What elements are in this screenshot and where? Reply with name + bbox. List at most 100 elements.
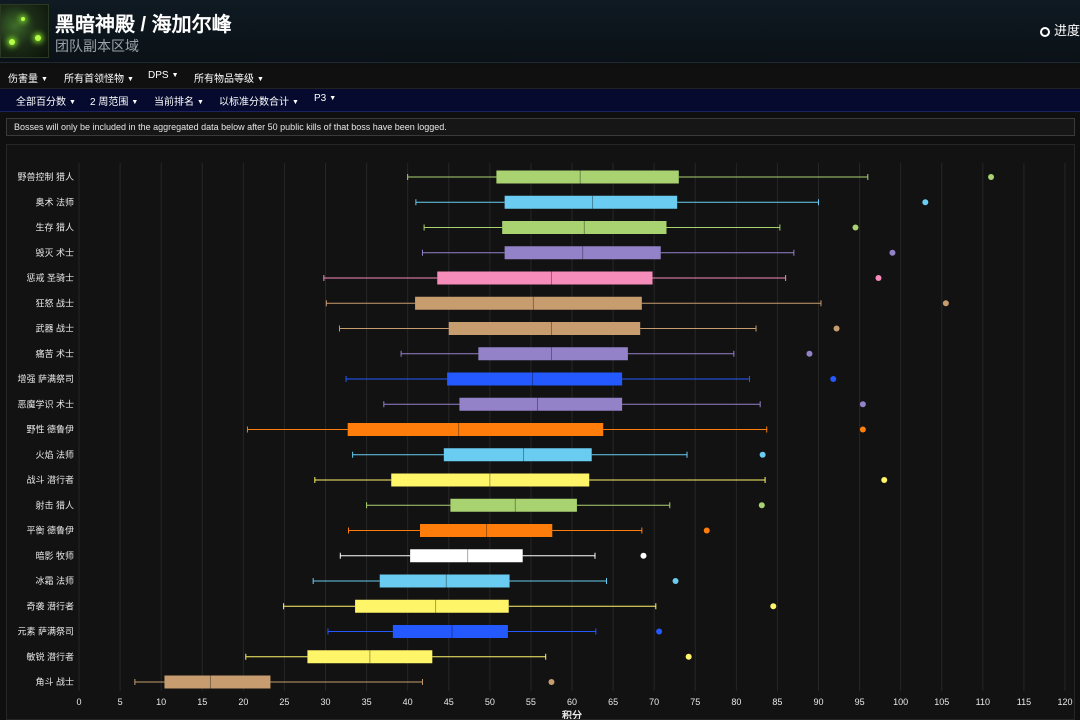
boxplot-chart-panel: 0 5 10 15 20 25 30 35 40 45 50 55 60 65 70 75 80 85 90 95 10… <box>6 144 1075 720</box>
box-iqr <box>410 549 523 563</box>
x-tick-label: 80 <box>731 697 741 707</box>
box-iqr <box>496 170 679 184</box>
category-label: 武器 战士 <box>35 323 74 334</box>
x-tick-label: 35 <box>362 697 372 707</box>
x-tick-label: 70 <box>649 697 659 707</box>
outlier-point <box>859 401 866 408</box>
zone-icon <box>0 4 49 58</box>
outlier-point <box>830 376 837 382</box>
outlier-point <box>942 300 949 307</box>
filter-bar-primary: 伤害量 ▼ 所有首领怪物 ▼ DPS ▼ 所有物品等级 ▼ <box>0 66 1080 89</box>
outlier-point <box>703 527 710 534</box>
filter-metric-dropdown[interactable]: 伤害量 ▼ <box>8 70 48 85</box>
outlier-point <box>672 578 679 584</box>
boxplot-chart: 0 5 10 15 20 25 30 35 40 45 50 55 60 65 70 75 80 85 90 95 10… <box>17 163 1073 719</box>
category-label: 射击 猎人 <box>35 499 74 510</box>
box-iqr <box>347 423 604 436</box>
outlier-point <box>759 451 766 458</box>
x-tick-label: 65 <box>608 697 618 707</box>
x-tick-label: 5 <box>118 697 123 707</box>
x-tick-label: 15 <box>197 697 207 707</box>
box-iqr <box>437 271 653 285</box>
filter-phase-label: P3 <box>314 93 327 104</box>
category-label: 奥术 法师 <box>35 196 74 207</box>
category-label: 毁灭 术士 <box>35 247 74 258</box>
filter-metric-label: 伤害量 <box>8 74 38 85</box>
x-tick-label: 40 <box>403 697 413 707</box>
page-header: 黑暗神殿 / 海加尔峰 团队副本区域 进度 <box>0 0 1080 63</box>
category-label: 奇袭 潜行者 <box>26 600 74 611</box>
chevron-down-icon: ▼ <box>41 76 48 83</box>
outlier-point <box>875 275 882 281</box>
x-tick-label: 90 <box>813 697 823 707</box>
x-tick-label: 95 <box>855 697 865 707</box>
box-iqr <box>504 246 661 260</box>
x-tick-label: 120 <box>1057 697 1072 707</box>
filter-ranking-dropdown[interactable]: 当前排名 ▼ <box>154 93 204 108</box>
box-iqr <box>415 296 642 310</box>
filter-itemlevel-dropdown[interactable]: 所有物品等级 ▼ <box>194 70 264 85</box>
filter-timerange-label: 2 周范围 <box>90 97 129 108</box>
x-tick-label: 60 <box>567 697 577 707</box>
x-tick-label: 85 <box>772 697 782 707</box>
box-iqr <box>448 322 641 335</box>
x-tick-label: 115 <box>1017 697 1031 707</box>
outlier-point <box>640 552 647 559</box>
filter-aggregation-label: 以标准分数合计 <box>219 97 289 108</box>
category-label: 痛苦 术士 <box>35 348 74 359</box>
filter-role-label: DPS <box>148 70 169 81</box>
category-label: 野兽控制 猎人 <box>17 171 74 182</box>
box-iqr <box>478 347 628 361</box>
box-iqr <box>391 473 590 487</box>
x-tick-label: 0 <box>76 697 81 707</box>
filter-phase-dropdown[interactable]: P3 ▼ <box>314 93 336 104</box>
x-tick-label: 25 <box>279 697 289 707</box>
category-label: 角斗 战士 <box>35 676 74 687</box>
x-tick-label: 105 <box>934 697 949 707</box>
filter-role-dropdown[interactable]: DPS ▼ <box>148 70 179 81</box>
outlier-point <box>889 249 896 256</box>
outlier-point <box>548 679 555 685</box>
category-label: 火焰 法师 <box>35 449 74 460</box>
outlier-point <box>806 350 813 357</box>
outlier-point <box>988 174 995 180</box>
category-label: 战斗 潜行者 <box>26 474 74 485</box>
chevron-down-icon: ▼ <box>197 99 204 106</box>
category-label: 恶魔学识 术士 <box>17 398 74 409</box>
globe-icon <box>1039 27 1050 37</box>
box-iqr <box>447 372 623 386</box>
zone-icon-glow <box>35 35 41 41</box>
x-tick-label: 75 <box>690 697 700 707</box>
outlier-point <box>833 325 840 332</box>
x-tick-label: 50 <box>485 697 495 707</box>
category-label: 生存 猎人 <box>35 222 74 233</box>
filter-ranking-label: 当前排名 <box>154 97 194 108</box>
filter-percentile-label: 全部百分数 <box>16 97 66 108</box>
filter-timerange-dropdown[interactable]: 2 周范围 ▼ <box>90 93 138 108</box>
chevron-down-icon: ▼ <box>292 99 299 106</box>
box-iqr <box>307 650 433 664</box>
outlier-point <box>859 426 866 433</box>
page-title: 黑暗神殿 / 海加尔峰 <box>55 14 232 36</box>
filter-boss-dropdown[interactable]: 所有首领怪物 ▼ <box>64 70 134 85</box>
category-label: 冰霜 法师 <box>35 575 74 586</box>
box-iqr <box>502 221 667 234</box>
outlier-point <box>770 603 777 610</box>
box-iqr <box>459 397 623 411</box>
outlier-point <box>881 477 888 483</box>
x-tick-label: 55 <box>526 697 536 707</box>
filter-bar-secondary: 全部百分数 ▼ 2 周范围 ▼ 当前排名 ▼ 以标准分数合计 ▼ P3 ▼ <box>0 89 1080 112</box>
box-iqr <box>443 448 592 462</box>
category-label: 平衡 德鲁伊 <box>26 525 74 536</box>
progress-link[interactable]: 进度 <box>1039 20 1080 39</box>
chevron-down-icon: ▼ <box>127 76 134 83</box>
filter-aggregation-dropdown[interactable]: 以标准分数合计 ▼ <box>219 93 299 108</box>
category-label: 敏锐 潜行者 <box>26 651 74 662</box>
x-tick-label: 20 <box>238 697 248 707</box>
box-iqr <box>164 675 271 689</box>
box-iqr <box>450 498 577 512</box>
chevron-down-icon: ▼ <box>257 76 264 83</box>
box-iqr <box>355 599 509 613</box>
filter-percentile-dropdown[interactable]: 全部百分数 ▼ <box>16 93 76 108</box>
category-label: 野性 德鲁伊 <box>26 424 74 435</box>
